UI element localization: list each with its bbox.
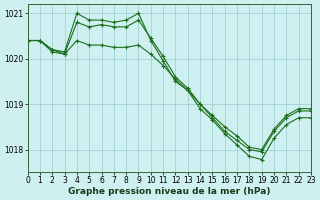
X-axis label: Graphe pression niveau de la mer (hPa): Graphe pression niveau de la mer (hPa)	[68, 187, 270, 196]
